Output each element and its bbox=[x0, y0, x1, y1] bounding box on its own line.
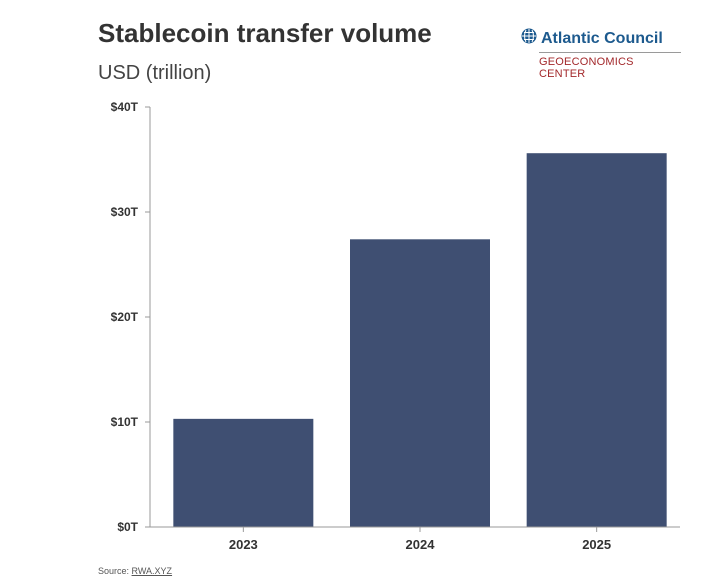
y-tick-label: $30T bbox=[111, 205, 139, 219]
y-tick-label: $10T bbox=[111, 415, 139, 429]
chart-subtitle: USD (trillion) bbox=[98, 62, 212, 84]
logo-divider bbox=[539, 52, 681, 53]
logo-name: Atlantic Council bbox=[541, 29, 663, 47]
x-tick-label: 2023 bbox=[229, 537, 258, 552]
y-tick-label: $20T bbox=[111, 310, 139, 324]
bar-2024 bbox=[350, 239, 490, 528]
logo-subname: GEOECONOMICS CENTER bbox=[539, 56, 634, 80]
source-label: Source: bbox=[98, 566, 130, 576]
atlantic-council-logo: Atlantic Council GEOECONOMICS CENTER bbox=[521, 28, 681, 80]
source-link[interactable]: RWA.XYZ bbox=[131, 566, 173, 576]
x-tick-label: 2024 bbox=[406, 537, 436, 552]
bar-2023 bbox=[173, 418, 314, 527]
source-note: Source: RWA.XYZ bbox=[98, 566, 172, 576]
chart-title: Stablecoin transfer volume bbox=[98, 18, 432, 48]
x-tick-label: 2025 bbox=[582, 537, 611, 552]
y-tick-label: $0T bbox=[117, 520, 138, 534]
y-tick-label: $40T bbox=[111, 100, 139, 114]
bar-2025 bbox=[526, 153, 667, 527]
globe-icon bbox=[521, 28, 537, 49]
